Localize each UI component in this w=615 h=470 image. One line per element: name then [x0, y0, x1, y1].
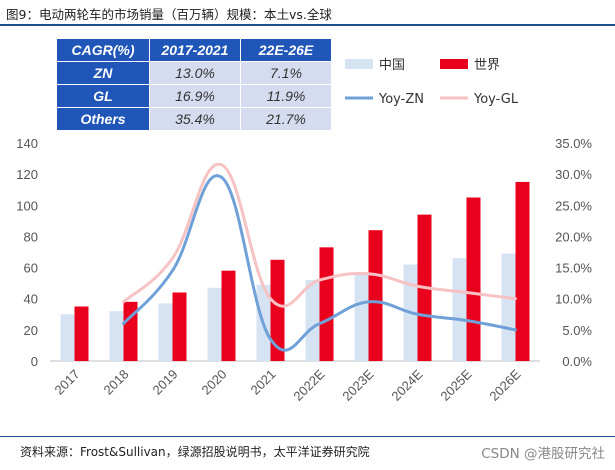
cagr-row-gl: GL 16.9% 11.9% — [56, 84, 332, 108]
bar-world — [221, 270, 236, 361]
x-tick-label: 2019 — [150, 367, 181, 398]
watermark: CSDN @港股研究社 — [481, 446, 605, 462]
bar-china — [109, 311, 124, 361]
y-left-tick-label: 60 — [24, 261, 38, 276]
bar-world — [123, 301, 138, 361]
y-right-tick-label: 5.0% — [562, 323, 592, 338]
footer-divider — [0, 436, 615, 437]
title-divider — [0, 24, 615, 26]
y-right-tick-label: 0.0% — [562, 354, 592, 369]
cagr-header-row: CAGR(%) 2017-2021 22E-26E — [56, 38, 332, 62]
bar-china — [452, 258, 467, 361]
cagr-cell: 7.1% — [240, 61, 332, 85]
y-left-tick-label: 80 — [24, 229, 38, 244]
cagr-row-others: Others 35.4% 21.7% — [56, 107, 332, 131]
bar-world — [172, 292, 187, 361]
x-tick-label: 2026E — [486, 366, 523, 403]
bar-china — [158, 303, 173, 361]
line-yoy-gl — [122, 162, 517, 308]
y-right-tick-label: 20.0% — [555, 229, 592, 244]
y-right-tick-label: 25.0% — [555, 198, 592, 213]
y-right-tick-label: 35.0% — [555, 136, 592, 151]
cagr-cell: 13.0% — [149, 61, 241, 85]
line-yoy-zn — [122, 174, 517, 352]
cagr-row-label: Others — [56, 107, 150, 131]
bar-world — [368, 230, 383, 361]
y-right-tick-label: 10.0% — [555, 292, 592, 307]
y-right-tick-label: 30.0% — [555, 167, 592, 182]
cagr-table: CAGR(%) 2017-2021 22E-26E ZN 13.0% 7.1% … — [56, 38, 332, 131]
bar-china — [60, 314, 75, 361]
legend-label: 世界 — [474, 58, 500, 73]
bar-world — [515, 181, 530, 361]
x-tick-label: 2018 — [101, 367, 132, 398]
y-left-tick-label: 20 — [24, 323, 38, 338]
x-tick-label: 2025E — [437, 366, 474, 403]
bar-china — [305, 280, 320, 361]
legend-label: Yoy-ZN — [378, 92, 424, 107]
bar-world — [74, 306, 89, 361]
legend-label: 中国 — [379, 58, 405, 73]
y-left-tick-label: 40 — [24, 292, 38, 307]
y-left-tick-label: 140 — [16, 136, 38, 151]
cagr-header-period-1: 2017-2021 — [149, 38, 241, 62]
bar-china — [501, 253, 516, 361]
bar-world — [319, 247, 334, 361]
cagr-cell: 16.9% — [149, 84, 241, 108]
x-tick-label: 2023E — [339, 366, 376, 403]
x-tick-label: 2020 — [199, 367, 230, 398]
bar-world — [466, 197, 481, 361]
legend-label: Yoy-GL — [473, 92, 519, 107]
source-note: 资料来源：Frost&Sullivan，绿源招股说明书，太平洋证券研究院 — [20, 445, 370, 459]
y-left-tick-label: 120 — [16, 167, 38, 182]
x-tick-label: 2017 — [52, 367, 83, 398]
y-left-tick-label: 100 — [16, 198, 38, 213]
bar-china — [207, 287, 222, 361]
bar-world — [270, 259, 285, 361]
cagr-row-label: GL — [56, 84, 150, 108]
cagr-cell: 35.4% — [149, 107, 241, 131]
bar-china — [354, 272, 369, 361]
x-tick-label: 2024E — [388, 366, 425, 403]
cagr-row-label: ZN — [56, 61, 150, 85]
y-right-tick-label: 15.0% — [555, 261, 592, 276]
y-left-tick-label: 0 — [31, 354, 38, 369]
x-tick-label: 2022E — [290, 366, 327, 403]
legend-swatch — [345, 59, 373, 69]
cagr-row-zn: ZN 13.0% 7.1% — [56, 61, 332, 85]
cagr-header-label: CAGR(%) — [56, 38, 150, 62]
legend-swatch — [440, 59, 468, 69]
cagr-cell: 11.9% — [240, 84, 332, 108]
cagr-header-period-2: 22E-26E — [240, 38, 332, 62]
figure-title: 图9：电动两轮车的市场销量（百万辆）规模：本土vs.全球 — [6, 7, 332, 22]
cagr-cell: 21.7% — [240, 107, 332, 131]
x-tick-label: 2021 — [248, 367, 279, 398]
